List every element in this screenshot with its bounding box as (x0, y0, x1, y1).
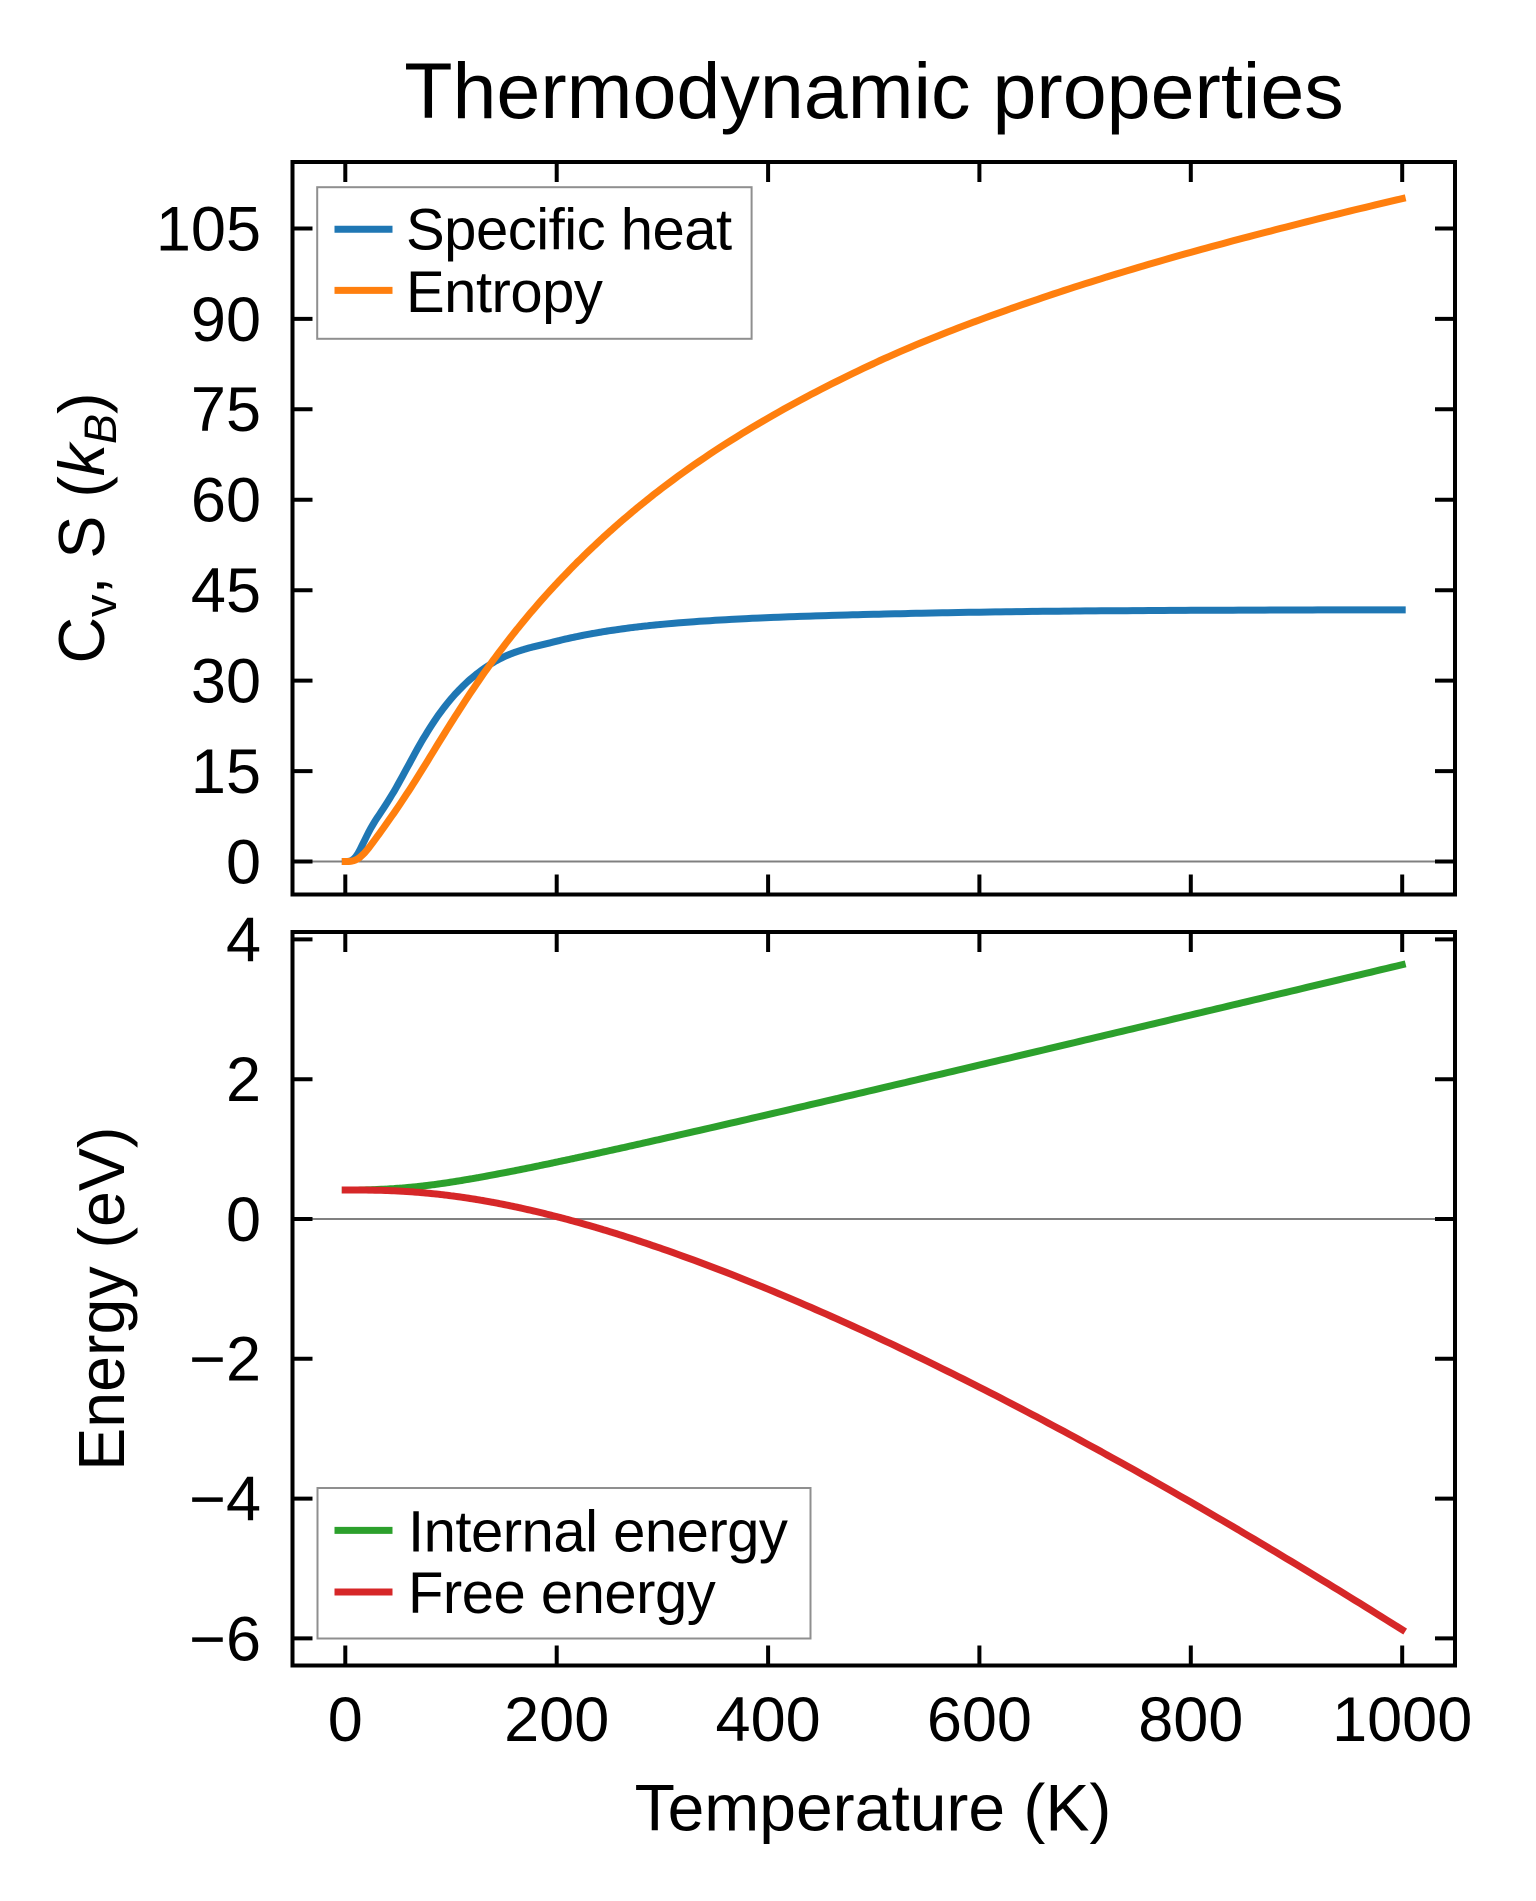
svg-text:400: 400 (716, 1685, 821, 1755)
svg-text:45: 45 (191, 556, 261, 626)
svg-text:75: 75 (191, 375, 261, 445)
svg-text:0: 0 (226, 1185, 261, 1255)
svg-text:Entropy: Entropy (406, 260, 603, 325)
svg-text:15: 15 (191, 737, 261, 807)
svg-text:Specific heat: Specific heat (406, 198, 732, 263)
svg-text:Free energy: Free energy (408, 1561, 716, 1626)
svg-text:Energy (eV): Energy (eV) (66, 1127, 138, 1471)
svg-text:−4: −4 (189, 1465, 261, 1535)
svg-text:600: 600 (927, 1685, 1032, 1755)
svg-text:800: 800 (1138, 1685, 1243, 1755)
svg-text:Thermodynamic properties: Thermodynamic properties (404, 46, 1344, 135)
svg-text:105: 105 (156, 194, 261, 264)
svg-text:90: 90 (191, 285, 261, 355)
svg-text:0: 0 (226, 827, 261, 897)
svg-text:1000: 1000 (1332, 1685, 1472, 1755)
svg-text:0: 0 (328, 1685, 363, 1755)
svg-text:−6: −6 (189, 1604, 261, 1674)
svg-text:Temperature (K): Temperature (K) (635, 1770, 1112, 1844)
svg-text:−2: −2 (189, 1325, 261, 1395)
svg-text:200: 200 (504, 1685, 609, 1755)
svg-text:30: 30 (191, 647, 261, 717)
svg-text:4: 4 (226, 905, 261, 975)
svg-text:2: 2 (226, 1045, 261, 1115)
svg-text:60: 60 (191, 466, 261, 536)
svg-text:Internal energy: Internal energy (408, 1500, 788, 1565)
